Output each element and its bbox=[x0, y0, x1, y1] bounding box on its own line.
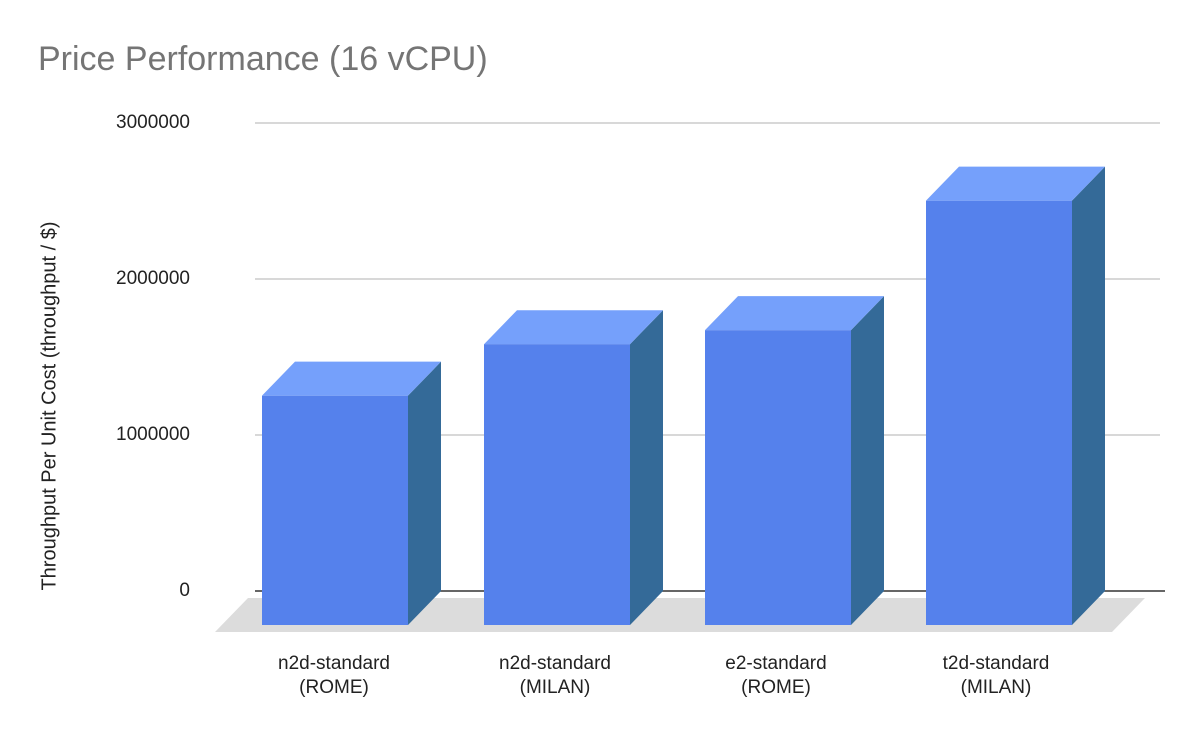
x-tick-3: t2d-standard (MILAN) bbox=[942, 653, 1050, 698]
x-tick-2: e2-standard (ROME) bbox=[725, 653, 827, 698]
x-tick-0: n2d-standard (ROME) bbox=[278, 653, 390, 698]
bar-1 bbox=[484, 310, 663, 625]
y-tick-1: 1000000 bbox=[116, 424, 190, 445]
bar-2 bbox=[705, 296, 884, 625]
floor bbox=[215, 598, 1145, 632]
bar-3 bbox=[926, 166, 1105, 625]
y-tick-0: 0 bbox=[179, 580, 190, 601]
y-tick-2: 2000000 bbox=[116, 268, 190, 289]
bar-0 bbox=[262, 361, 441, 625]
y-tick-3: 3000000 bbox=[116, 112, 190, 133]
chart-title: Price Performance (16 vCPU) bbox=[38, 40, 488, 78]
x-tick-1: n2d-standard (MILAN) bbox=[499, 653, 611, 698]
